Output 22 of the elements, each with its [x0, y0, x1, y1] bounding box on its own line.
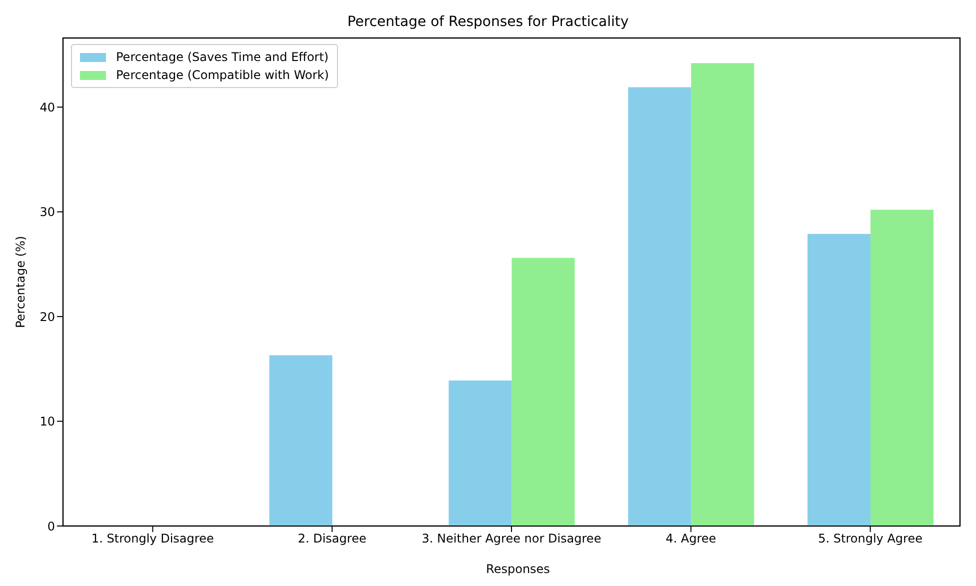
- bar: [512, 258, 575, 526]
- y-tick-label: 10: [40, 414, 55, 429]
- x-axis-title: Responses: [485, 562, 551, 576]
- x-tick-label: 1. Strongly Disagree: [92, 532, 214, 546]
- y-axis-title: Percentage (%): [13, 236, 28, 328]
- x-tick-label: 5. Strongly Agree: [818, 532, 922, 546]
- x-tick-label: 4. Agree: [666, 532, 716, 546]
- bar: [870, 210, 934, 526]
- bar: [448, 380, 512, 526]
- x-tick-label: 2. Disagree: [298, 532, 366, 546]
- bar: [808, 234, 871, 526]
- y-tick-label: 0: [47, 519, 55, 534]
- y-tick-label: 40: [40, 100, 55, 114]
- y-tick-label: 20: [40, 310, 55, 324]
- x-tick-label: 3. Neither Agree nor Disagree: [422, 532, 602, 546]
- bar: [628, 87, 692, 526]
- bar: [691, 63, 754, 526]
- y-tick-label: 30: [40, 205, 55, 220]
- bar: [269, 355, 332, 526]
- legend-label: Percentage (Compatible with Work): [116, 67, 329, 84]
- chart-title: Percentage of Responses for Practicality: [346, 14, 630, 30]
- legend-label: Percentage (Saves Time and Effort): [116, 49, 329, 66]
